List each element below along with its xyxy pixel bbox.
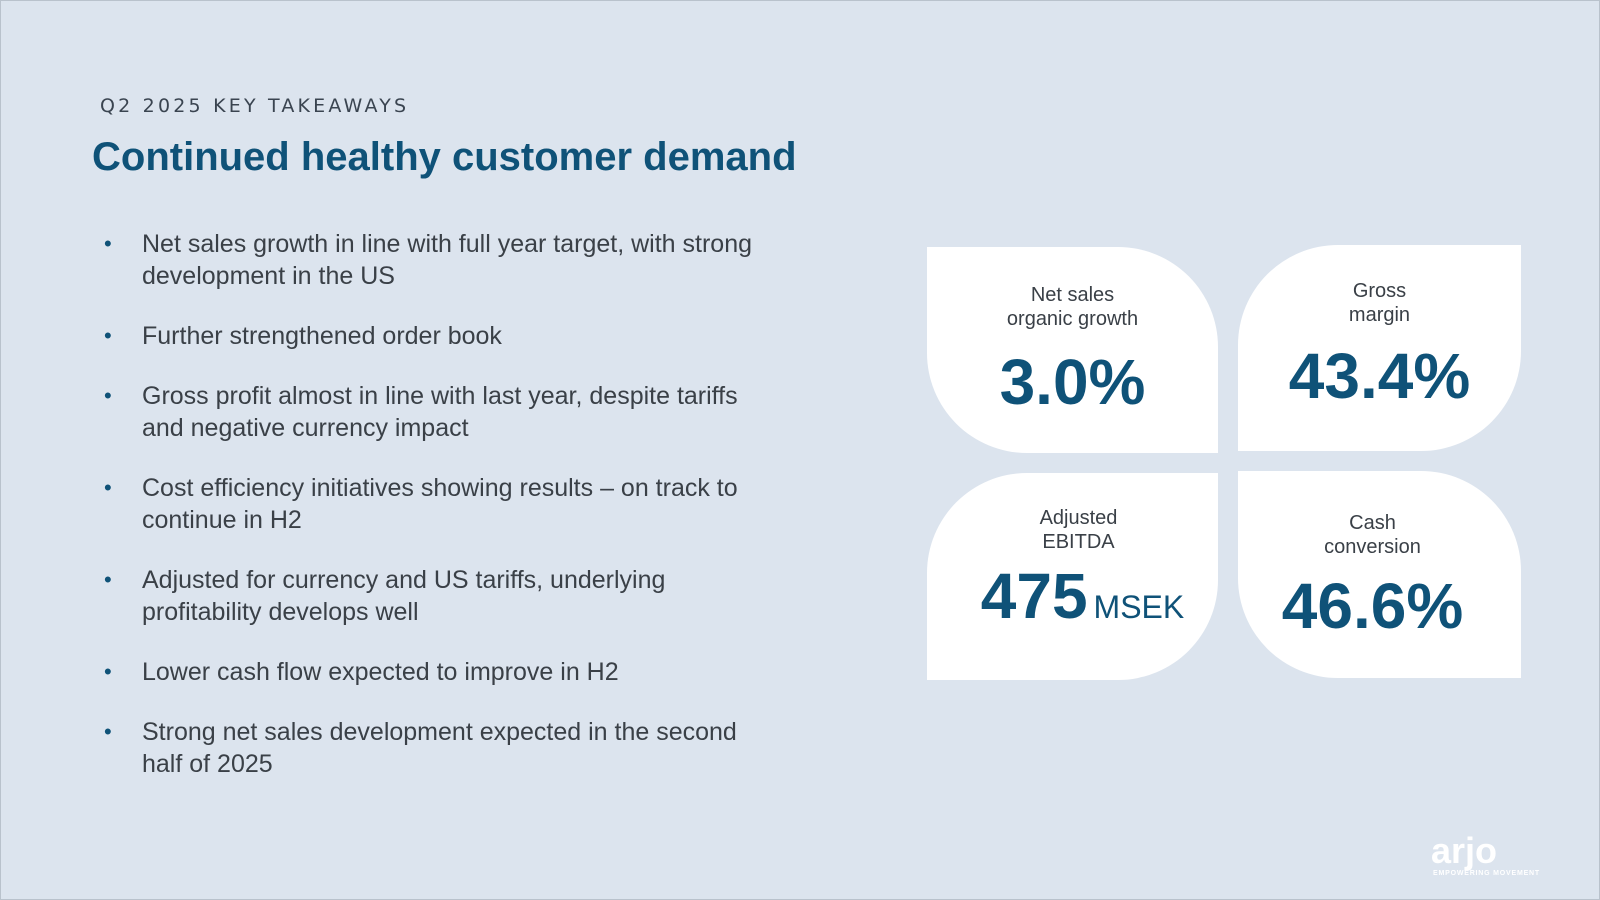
kpi-card-cash-conversion: Cash conversion 46.6%: [1238, 471, 1521, 678]
list-item: • Strong net sales development expected …: [101, 716, 821, 780]
kpi-label-line: Gross: [1352, 280, 1407, 302]
list-item: • Gross profit almost in line with last …: [101, 380, 821, 444]
kpi-label-line: margin: [1348, 304, 1411, 326]
list-item: • Cost efficiency initiatives showing re…: [101, 472, 821, 536]
list-item-line: Adjusted for currency and US tariffs, un…: [142, 566, 666, 594]
kpi-value: 46.6%: [1281, 570, 1464, 642]
list-item-line: Strong net sales development expected in…: [142, 718, 737, 746]
kpi-value: 43.4%: [1288, 340, 1471, 412]
list-item: • Lower cash flow expected to improve in…: [101, 656, 821, 688]
kpi-value: 3.0%: [999, 346, 1146, 418]
page-title: Continued healthy customer demand: [92, 135, 797, 179]
kpi-label-line: Cash: [1349, 512, 1396, 534]
kpi-card-gross-margin: Gross margin 43.4%: [1238, 245, 1521, 451]
arjo-logo: arjo: [1431, 831, 1497, 871]
list-item-line: half of 2025: [142, 750, 273, 778]
list-item-line: Cost efficiency initiatives showing resu…: [142, 474, 738, 502]
list-item-line: Further strengthened order book: [142, 322, 502, 350]
bullet-icon: •: [104, 383, 112, 408]
list-item-line: Gross profit almost in line with last ye…: [142, 382, 738, 410]
list-item-line: and negative currency impact: [142, 414, 469, 442]
list-item-line: development in the US: [142, 262, 395, 290]
list-item-line: continue in H2: [142, 506, 302, 534]
section-eyebrow: Q2 2025 KEY TAKEAWAYS: [100, 95, 410, 117]
logo-tagline: EMPOWERING MOVEMENT: [1433, 870, 1540, 877]
kpi-label: Adjusted EBITDA: [939, 506, 1218, 554]
list-item: • Net sales growth in line with full yea…: [101, 228, 821, 292]
bullet-icon: •: [104, 567, 112, 592]
list-item: • Further strengthened order book: [101, 320, 821, 352]
kpi-label-line: conversion: [1324, 536, 1421, 558]
logo-wordmark: arjo: [1431, 831, 1497, 871]
kpi-card-net-sales-growth: Net sales organic growth 3.0%: [927, 247, 1218, 453]
kpi-label-line: Adjusted: [1039, 507, 1118, 529]
bullet-icon: •: [104, 323, 112, 348]
kpi-label: Gross margin: [1238, 279, 1521, 327]
bullet-icon: •: [104, 659, 112, 684]
kpi-label: Cash conversion: [1238, 511, 1507, 559]
kpi-label: Net sales organic growth: [927, 283, 1218, 331]
bullet-icon: •: [104, 231, 112, 256]
list-item-line: profitability develops well: [142, 598, 419, 626]
kpi-label-line: organic growth: [1006, 308, 1139, 330]
kpi-card-adjusted-ebitda: Adjusted EBITDA 475 MSEK: [927, 473, 1218, 680]
bullet-icon: •: [104, 719, 112, 744]
bullet-icon: •: [104, 475, 112, 500]
kpi-value-unit: MSEK: [1093, 589, 1185, 625]
list-item-line: Net sales growth in line with full year …: [142, 230, 752, 258]
kpi-value: 475 MSEK: [947, 561, 1218, 642]
kpi-label-line: Net sales: [1030, 284, 1115, 306]
kpi-value-number: 475: [980, 560, 1088, 632]
list-item: • Adjusted for currency and US tariffs, …: [101, 564, 821, 628]
list-item-line: Lower cash flow expected to improve in H…: [142, 658, 619, 686]
takeaways-list: • Net sales growth in line with full yea…: [101, 228, 821, 808]
kpi-label-line: EBITDA: [1042, 531, 1115, 553]
